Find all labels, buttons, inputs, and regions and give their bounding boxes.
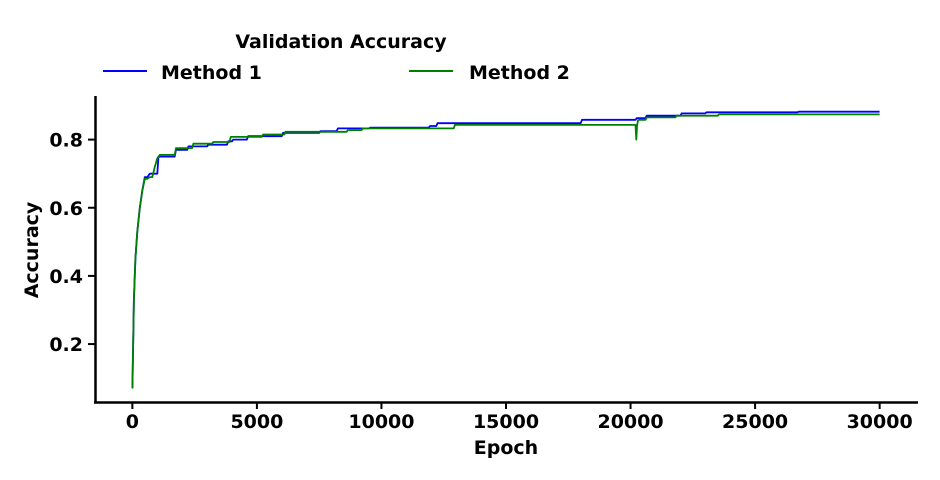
series-line-method-1	[131, 110, 880, 389]
y-tick-label: 0.2	[49, 334, 83, 356]
legend-label-method-1: Method 1	[161, 62, 262, 84]
legend: Validation Accuracy Method 1 Method 2	[103, 31, 570, 84]
y-tick-label: 0.4	[49, 266, 83, 288]
legend-label-method-2: Method 2	[469, 62, 570, 84]
series-layer	[131, 110, 880, 389]
series-line-method-2	[131, 113, 880, 389]
x-tick-label: 25000	[722, 411, 788, 433]
x-tick-label: 30000	[847, 411, 913, 433]
x-tick-label: 10000	[348, 411, 414, 433]
ticks: 0 5000 10000 15000 20000 25000 30000 0.2 0.4 0.6 0…	[49, 130, 912, 433]
y-tick-label: 0.8	[49, 130, 83, 152]
x-tick-label: 0	[126, 411, 139, 433]
x-tick-label: 20000	[597, 411, 663, 433]
legend-title: Validation Accuracy	[235, 31, 447, 53]
y-tick-label: 0.6	[49, 198, 83, 220]
x-axis-label: Epoch	[474, 437, 538, 459]
x-tick-label: 15000	[473, 411, 539, 433]
x-tick-label: 5000	[230, 411, 283, 433]
y-axis-label: Accuracy	[21, 201, 43, 298]
